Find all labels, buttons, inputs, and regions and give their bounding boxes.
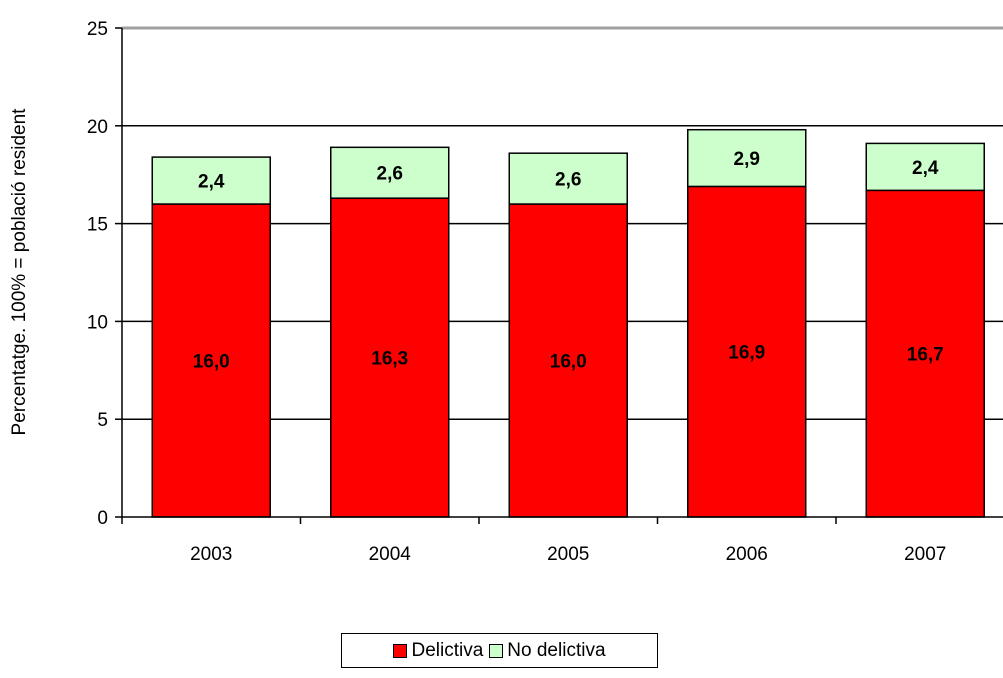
data-labels: 16,0 2,4 16,3 2,6 16,0 2,6 16,9 2,9 16,7 2,4 — [193, 149, 944, 372]
x-tick-label: 2007 — [904, 544, 946, 565]
y-tick-label: 0 — [97, 508, 108, 529]
data-label: 16,7 — [907, 345, 944, 366]
data-label: 16,0 — [550, 352, 587, 373]
y-tick-label: 20 — [87, 117, 108, 138]
x-tick-label: 2004 — [369, 544, 412, 565]
data-label: 2,4 — [198, 172, 225, 193]
data-label: 2,6 — [377, 164, 403, 185]
y-tick-label: 5 — [97, 410, 108, 431]
x-tick-label: 2005 — [547, 544, 589, 565]
axes — [115, 27, 1003, 524]
data-label: 16,0 — [193, 352, 230, 373]
bar-no-delictiva — [508, 152, 628, 205]
data-label: 2,6 — [555, 170, 581, 191]
bars — [151, 128, 985, 518]
legend-item-no-delictiva: No delictiva — [489, 639, 606, 662]
tick-labels: 0 5 10 15 20 25 2003 2004 2005 2006 2007 — [87, 19, 947, 565]
data-label: 16,9 — [728, 343, 765, 364]
legend-label: Delictiva — [411, 639, 484, 661]
bar-delictiva — [865, 189, 985, 518]
data-label: 16,3 — [371, 349, 408, 370]
data-label: 2,4 — [912, 158, 939, 179]
x-tick-label: 2006 — [726, 544, 768, 565]
bar-delictiva — [687, 185, 807, 518]
bar-no-delictiva — [865, 142, 985, 192]
legend-swatch-delictiva — [393, 643, 408, 658]
x-tick-label: 2003 — [190, 544, 232, 565]
y-tick-label: 25 — [87, 19, 108, 40]
bar-no-delictiva — [330, 146, 450, 199]
y-axis-title: Percentatge. 100% = població resident — [9, 108, 30, 436]
legend: Delictiva No delictiva — [341, 633, 658, 668]
data-label: 2,9 — [734, 149, 760, 170]
y-tick-label: 15 — [87, 215, 108, 236]
legend-label: No delictiva — [507, 639, 606, 661]
bar-delictiva — [151, 203, 271, 518]
bar-no-delictiva — [687, 128, 807, 188]
bar-no-delictiva — [151, 156, 271, 205]
y-tick-label: 10 — [87, 312, 108, 333]
legend-item-delictiva: Delictiva — [393, 640, 483, 662]
legend-swatch-no-delictiva — [489, 643, 504, 658]
